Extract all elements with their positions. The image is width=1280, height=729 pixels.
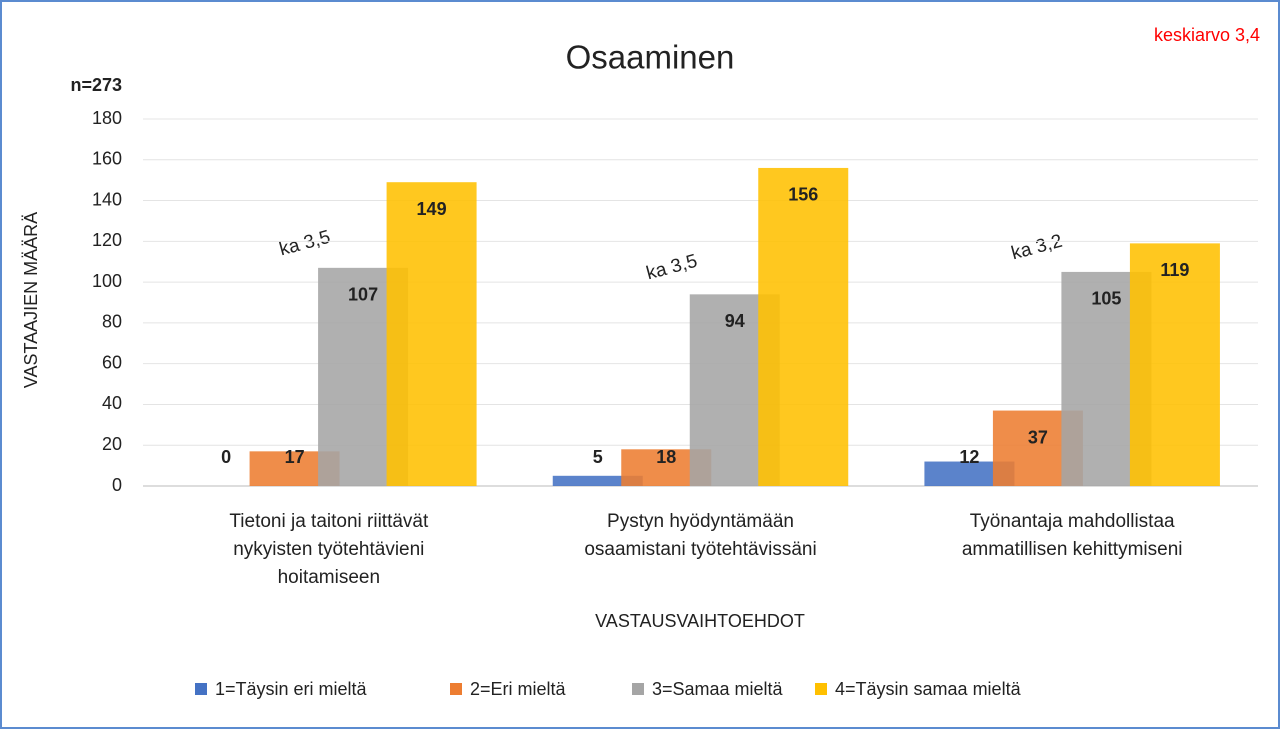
bar [552,475,643,486]
data-label: 105 [1091,289,1121,309]
y-tick-label: 20 [102,434,122,454]
x-tick-label: Työnantaja mahdollistaa ammatillisen keh… [961,511,1183,560]
corner-note: keskiarvo 3,4 [1154,25,1260,45]
y-tick-label: 120 [92,230,122,250]
bar [386,182,477,486]
legend-label: 1=Täysin eri mieltä [215,679,368,699]
legend-swatch [815,683,827,695]
legend-label: 4=Täysin samaa mieltä [835,679,1022,699]
legend-swatch [195,683,207,695]
bar [1129,243,1220,486]
x-axis-title: VASTAUSVAIHTOEHDOT [595,611,805,631]
data-label: 18 [656,447,676,467]
y-tick-label: 140 [92,189,122,209]
data-label: 156 [788,185,818,205]
chart-title: Osaaminen [566,39,735,76]
y-tick-label: 180 [92,108,122,128]
data-label: 17 [285,447,305,467]
data-label: 37 [1028,427,1048,447]
subtitle: n=273 [70,75,122,95]
legend-label: 2=Eri mieltä [470,679,567,699]
x-tick-label: Pystyn hyödyntämään osaamistani työtehtä… [584,511,817,560]
data-label: 0 [221,447,231,467]
data-label: 5 [593,447,603,467]
y-tick-label: 80 [102,312,122,332]
data-label: 149 [417,199,447,219]
x-tick-label: Tietoni ja taitoni riittävät nykyisten t… [229,511,429,588]
y-axis-title: VASTAAJIEN MÄÄRÄ [21,212,41,388]
legend-swatch [632,683,644,695]
y-tick-label: 160 [92,149,122,169]
y-tick-label: 60 [102,352,122,372]
y-tick-label: 100 [92,271,122,291]
y-tick-label: 40 [102,393,122,413]
data-label: 12 [959,447,979,467]
legend-swatch [450,683,462,695]
bar [758,167,849,486]
data-label: 94 [725,311,745,331]
y-tick-label: 0 [112,475,122,495]
legend-label: 3=Samaa mieltä [652,679,784,699]
data-label: 107 [348,285,378,305]
data-label: 119 [1160,260,1189,280]
